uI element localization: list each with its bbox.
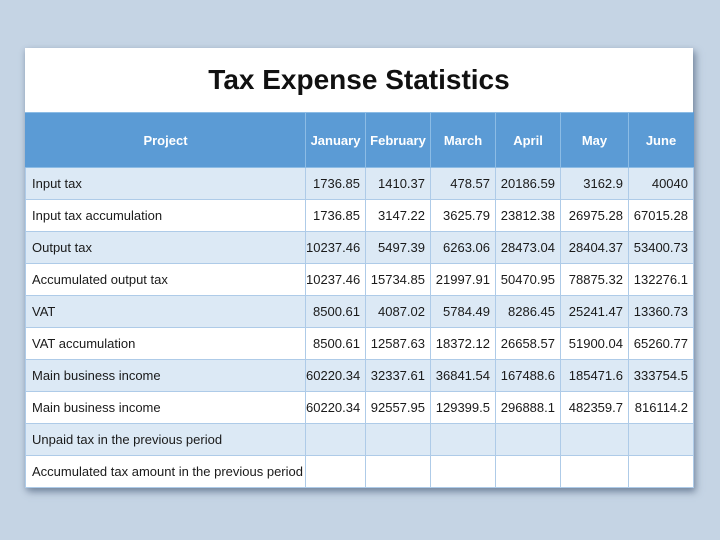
table-body: Input tax 1736.85 1410.37 478.57 20186.59 316…: [25, 167, 694, 488]
value-cell[interactable]: 185471.6: [560, 359, 629, 392]
row-label-cell[interactable]: Accumulated tax amount in the previous p…: [25, 455, 306, 488]
value-cell[interactable]: 8500.61: [305, 327, 366, 360]
page-title: Tax Expense Statistics: [208, 64, 510, 95]
table-row: Main business income 60220.34 92557.95 1293…: [25, 391, 694, 424]
value-cell[interactable]: 20186.59: [495, 167, 561, 200]
value-cell[interactable]: 5784.49: [430, 295, 496, 328]
value-cell[interactable]: 25241.47: [560, 295, 629, 328]
value-cell[interactable]: 3162.9: [560, 167, 629, 200]
value-cell[interactable]: 8286.45: [495, 295, 561, 328]
value-cell[interactable]: [430, 455, 496, 488]
row-label-cell[interactable]: Main business income: [25, 391, 306, 424]
column-header-may[interactable]: May: [560, 112, 629, 168]
column-header-june[interactable]: June: [628, 112, 694, 168]
value-cell[interactable]: 12587.63: [365, 327, 431, 360]
table-row: Accumulated output tax 10237.46 15734.85 21…: [25, 263, 694, 296]
row-label-cell[interactable]: Accumulated output tax: [25, 263, 306, 296]
value-cell[interactable]: 4087.02: [365, 295, 431, 328]
table-row: VAT accumulation 8500.61 12587.63 18372.12 2…: [25, 327, 694, 360]
row-label-cell[interactable]: Output tax: [25, 231, 306, 264]
row-label-cell[interactable]: Unpaid tax in the previous period: [25, 423, 306, 456]
column-header-project[interactable]: Project: [25, 112, 306, 168]
value-cell[interactable]: 15734.85: [365, 263, 431, 296]
row-label-cell[interactable]: VAT: [25, 295, 306, 328]
value-cell[interactable]: 32337.61: [365, 359, 431, 392]
value-cell[interactable]: 482359.7: [560, 391, 629, 424]
value-cell[interactable]: 60220.34: [305, 359, 366, 392]
value-cell[interactable]: 60220.34: [305, 391, 366, 424]
value-cell[interactable]: 167488.6: [495, 359, 561, 392]
value-cell[interactable]: 67015.28: [628, 199, 694, 232]
table-row: Output tax 10237.46 5497.39 6263.06 28473.04…: [25, 231, 694, 264]
column-header-march[interactable]: March: [430, 112, 496, 168]
column-header-february[interactable]: February: [365, 112, 431, 168]
column-header-april[interactable]: April: [495, 112, 561, 168]
value-cell[interactable]: [365, 423, 431, 456]
table-row: Unpaid tax in the previous period: [25, 423, 694, 456]
column-header-january[interactable]: January: [305, 112, 366, 168]
value-cell[interactable]: [560, 423, 629, 456]
value-cell[interactable]: 36841.54: [430, 359, 496, 392]
value-cell[interactable]: 28473.04: [495, 231, 561, 264]
value-cell[interactable]: 132276.1: [628, 263, 694, 296]
value-cell[interactable]: 78875.32: [560, 263, 629, 296]
value-cell[interactable]: 10237.46: [305, 231, 366, 264]
value-cell[interactable]: 816114.2: [628, 391, 694, 424]
value-cell[interactable]: 8500.61: [305, 295, 366, 328]
value-cell[interactable]: 53400.73: [628, 231, 694, 264]
row-label-cell[interactable]: Input tax accumulation: [25, 199, 306, 232]
value-cell[interactable]: 3147.22: [365, 199, 431, 232]
value-cell[interactable]: [628, 455, 694, 488]
value-cell[interactable]: 51900.04: [560, 327, 629, 360]
header-row: Project January February March April May June: [25, 112, 694, 168]
value-cell[interactable]: 26658.57: [495, 327, 561, 360]
table-header: Project January February March April May June: [25, 112, 694, 168]
value-cell[interactable]: [628, 423, 694, 456]
value-cell[interactable]: 23812.38: [495, 199, 561, 232]
spreadsheet-card: Tax Expense Statistics Project January Feb…: [25, 48, 694, 488]
value-cell[interactable]: 296888.1: [495, 391, 561, 424]
value-cell[interactable]: 13360.73: [628, 295, 694, 328]
value-cell[interactable]: 5497.39: [365, 231, 431, 264]
table-row: Input tax accumulation 1736.85 3147.22 3625…: [25, 199, 694, 232]
value-cell[interactable]: 478.57: [430, 167, 496, 200]
value-cell[interactable]: 3625.79: [430, 199, 496, 232]
value-cell[interactable]: [365, 455, 431, 488]
value-cell[interactable]: [495, 455, 561, 488]
row-label-cell[interactable]: VAT accumulation: [25, 327, 306, 360]
table-row: VAT 8500.61 4087.02 5784.49 8286.45 25241.47 1…: [25, 295, 694, 328]
row-label-cell[interactable]: Input tax: [25, 167, 306, 200]
value-cell[interactable]: [560, 455, 629, 488]
value-cell[interactable]: 40040: [628, 167, 694, 200]
title-bar: Tax Expense Statistics: [25, 48, 693, 112]
value-cell[interactable]: 26975.28: [560, 199, 629, 232]
tax-expense-table: Project January February March April May June …: [25, 112, 694, 488]
value-cell[interactable]: 6263.06: [430, 231, 496, 264]
value-cell[interactable]: 65260.77: [628, 327, 694, 360]
row-label-cell[interactable]: Main business income: [25, 359, 306, 392]
value-cell[interactable]: [430, 423, 496, 456]
value-cell[interactable]: 18372.12: [430, 327, 496, 360]
value-cell[interactable]: [305, 455, 366, 488]
table-row: Accumulated tax amount in the previous p…: [25, 455, 694, 488]
value-cell[interactable]: 50470.95: [495, 263, 561, 296]
value-cell[interactable]: 92557.95: [365, 391, 431, 424]
table-row: Input tax 1736.85 1410.37 478.57 20186.59 316…: [25, 167, 694, 200]
value-cell[interactable]: 1410.37: [365, 167, 431, 200]
value-cell[interactable]: [305, 423, 366, 456]
value-cell[interactable]: 10237.46: [305, 263, 366, 296]
value-cell[interactable]: 129399.5: [430, 391, 496, 424]
value-cell[interactable]: 21997.91: [430, 263, 496, 296]
value-cell[interactable]: 28404.37: [560, 231, 629, 264]
table-row: Main business income 60220.34 32337.61 3684…: [25, 359, 694, 392]
value-cell[interactable]: [495, 423, 561, 456]
value-cell[interactable]: 333754.5: [628, 359, 694, 392]
value-cell[interactable]: 1736.85: [305, 199, 366, 232]
value-cell[interactable]: 1736.85: [305, 167, 366, 200]
